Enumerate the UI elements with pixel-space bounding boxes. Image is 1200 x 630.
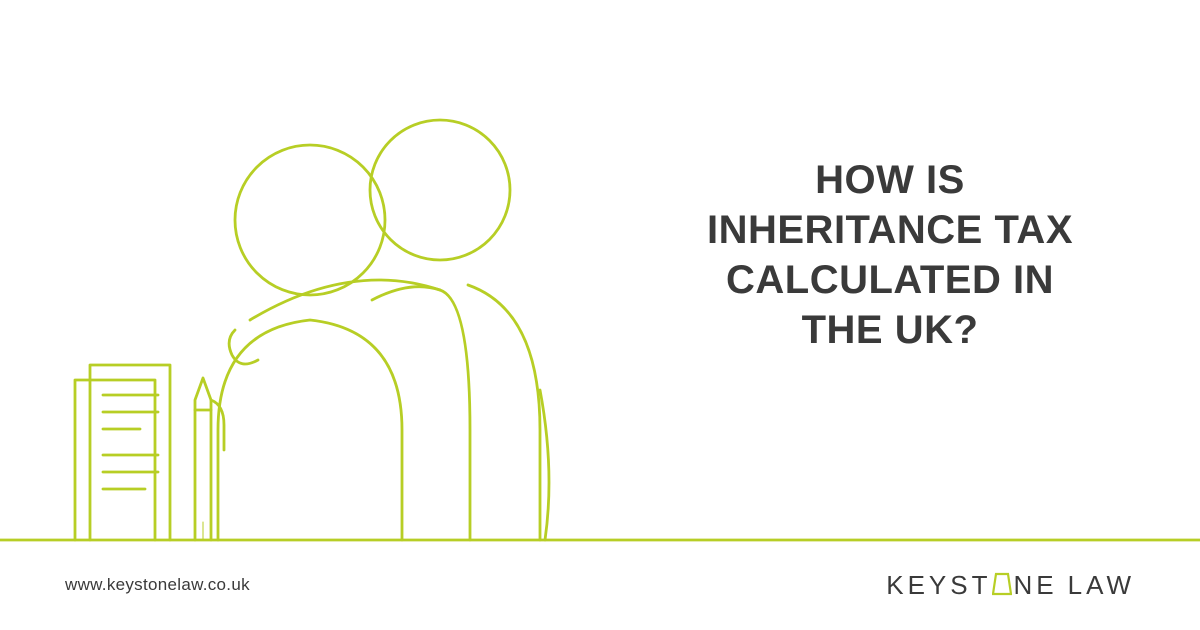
logo-word-2: LAW [1068,570,1135,601]
headline-line: INHERITANCE TAX [630,205,1150,255]
footer-bar: www.keystonelaw.co.uk KEYSTNE LAW [0,540,1200,630]
headline-line: CALCULATED IN [630,255,1150,305]
headline: HOW ISINHERITANCE TAXCALCULATED INTHE UK… [630,155,1150,355]
headline-line: THE UK? [630,305,1150,355]
headline-line: HOW IS [630,155,1150,205]
logo-word-1: KEYSTNE [886,570,1057,601]
footer-url: www.keystonelaw.co.uk [65,575,250,595]
brand-logo: KEYSTNE LAW [886,570,1135,601]
keystone-o-icon [992,572,1012,596]
